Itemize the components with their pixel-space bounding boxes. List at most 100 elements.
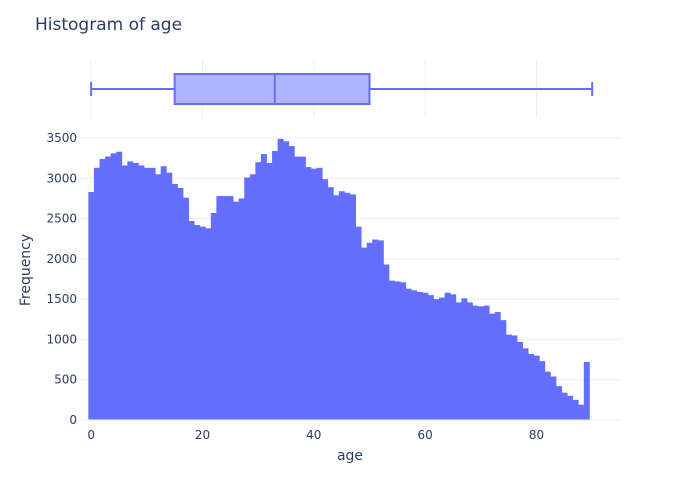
histogram-bar — [494, 312, 501, 420]
histogram-bar — [466, 302, 473, 420]
y-tick-label: 3000 — [46, 171, 77, 185]
histogram-bar — [188, 221, 195, 420]
y-axis-title: Frequency — [18, 234, 34, 306]
histogram-bar — [93, 167, 100, 420]
histogram-bar — [444, 292, 451, 420]
histogram-bar — [350, 194, 356, 420]
histogram-bar — [539, 361, 546, 420]
histogram-bar — [244, 177, 251, 420]
histogram-bar — [205, 228, 212, 420]
histogram-bar — [294, 156, 301, 421]
histogram-bar — [88, 192, 95, 420]
x-tick-label: 20 — [195, 428, 210, 442]
histogram-bar — [583, 362, 590, 420]
x-tick-label: 40 — [306, 428, 321, 442]
histogram-bar — [411, 290, 418, 420]
histogram-bar — [505, 334, 512, 420]
histogram-bars — [80, 138, 620, 421]
histogram-bar — [121, 165, 128, 420]
histogram-bar — [394, 281, 401, 420]
histogram-bar — [439, 297, 446, 420]
histogram-bar — [572, 399, 579, 420]
histogram-bar — [299, 156, 306, 421]
histogram-bar — [160, 166, 167, 420]
x-tick-label: 60 — [418, 428, 433, 442]
histogram-bar — [194, 225, 201, 420]
histogram-bar — [455, 302, 462, 420]
histogram-bar — [517, 341, 523, 420]
histogram-bar — [377, 240, 384, 420]
histogram-bar — [461, 298, 468, 420]
histogram-bar — [483, 305, 490, 420]
histogram-bar — [333, 195, 340, 420]
histogram-bar — [533, 355, 540, 420]
histogram-bar — [227, 196, 234, 420]
y-tick-label: 0 — [69, 413, 77, 427]
x-tick-labels: 0 20 40 60 80 — [87, 428, 544, 442]
y-tick-label: 1000 — [46, 332, 77, 346]
histogram-bar — [422, 292, 429, 420]
histogram-bar — [311, 168, 317, 420]
box-plot — [90, 73, 594, 105]
histogram-bar — [149, 167, 156, 420]
histogram-bar — [567, 395, 574, 420]
histogram-bar — [233, 201, 240, 420]
histogram-bar — [216, 196, 223, 420]
histogram-bar — [511, 335, 518, 420]
histogram-bar — [561, 392, 568, 420]
histogram-bar — [316, 167, 323, 420]
histogram-bar — [105, 156, 112, 421]
histogram-bar — [127, 161, 134, 420]
x-tick-label: 0 — [87, 428, 95, 442]
histogram-bar — [221, 196, 228, 420]
histogram-bar — [478, 306, 485, 420]
histogram-bar — [400, 282, 407, 420]
histogram-bar — [110, 153, 117, 420]
histogram-bar — [249, 174, 256, 420]
histogram-bar — [500, 320, 507, 420]
histogram-bar — [305, 167, 312, 420]
histogram-bar — [99, 159, 106, 420]
histogram-bar — [472, 305, 479, 420]
x-axis-title: age — [337, 448, 363, 464]
histogram-bar — [138, 165, 145, 420]
histogram-bar — [260, 154, 267, 420]
y-tick-label: 2000 — [46, 252, 77, 266]
histogram-bar — [155, 174, 162, 420]
chart-title: Histogram of age — [35, 15, 182, 35]
histogram-bar — [255, 162, 262, 420]
y-tick-labels: 0 500 1000 1500 2000 2500 3000 3500 — [46, 131, 77, 427]
histogram-bar — [182, 197, 189, 420]
histogram-bar — [132, 163, 139, 420]
histogram-bar — [416, 291, 423, 420]
histogram-bar — [327, 187, 334, 420]
histogram-bar — [578, 404, 585, 420]
histogram-bar — [177, 188, 184, 420]
box-iqr — [173, 73, 371, 105]
histogram-bar — [116, 151, 123, 420]
histogram-bar — [405, 288, 412, 420]
histogram-bar — [383, 264, 390, 420]
histogram-bar — [322, 179, 329, 420]
histogram-bar — [144, 167, 150, 420]
histogram-bar — [272, 150, 279, 420]
histogram-bar — [450, 294, 457, 420]
histogram-bar — [277, 138, 284, 420]
histogram-bar — [199, 226, 206, 420]
y-tick-label: 500 — [54, 373, 77, 387]
histogram-bar — [388, 280, 395, 420]
histogram-bar — [344, 192, 351, 420]
histogram-bar — [210, 212, 217, 420]
histogram-bar — [266, 163, 273, 420]
histogram-bar — [489, 313, 496, 420]
histogram-bar — [555, 386, 562, 420]
histogram-bar — [544, 371, 551, 420]
y-tick-label: 3500 — [46, 131, 77, 145]
y-tick-label: 2500 — [46, 212, 77, 226]
histogram-bar — [372, 239, 379, 420]
y-tick-label: 1500 — [46, 292, 77, 306]
x-tick-label: 80 — [529, 428, 544, 442]
histogram-bar — [171, 183, 178, 420]
histogram-bar — [238, 198, 245, 420]
